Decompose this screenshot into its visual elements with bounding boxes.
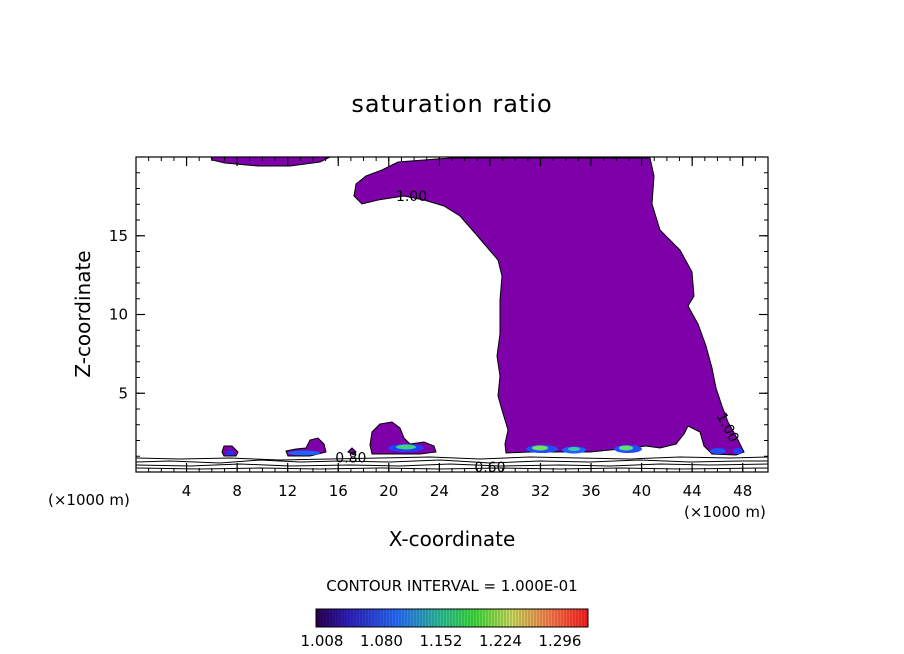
x-unit-right: (×1000 m) xyxy=(684,503,766,521)
core-green xyxy=(396,444,416,450)
colorbar-tick-label: 1.080 xyxy=(360,632,403,650)
x-tick-label: 44 xyxy=(683,482,702,500)
contour-label: 0.60 xyxy=(474,460,505,476)
contour-label: 1.00 xyxy=(396,189,427,205)
colorbar-tick-label: 1.296 xyxy=(539,632,582,650)
y-tick-label: 5 xyxy=(118,384,128,402)
x-tick-label: 20 xyxy=(379,482,398,500)
x-tick-label: 4 xyxy=(182,482,192,500)
x-unit-left: (×1000 m) xyxy=(48,491,130,509)
x-tick-label: 48 xyxy=(733,482,752,500)
contour-line xyxy=(135,459,768,464)
x-tick-label: 36 xyxy=(581,482,600,500)
x-tick-label: 32 xyxy=(531,482,550,500)
colorbar-tick-label: 1.224 xyxy=(479,632,522,650)
contour-interval-label: CONTOUR INTERVAL = 1.000E-01 xyxy=(326,577,577,595)
core-blue xyxy=(226,450,234,456)
x-tick-label: 16 xyxy=(329,482,348,500)
colorbar-tick-label: 1.152 xyxy=(420,632,463,650)
x-tick-label: 12 xyxy=(278,482,297,500)
core-green xyxy=(619,445,633,451)
surface-contours xyxy=(135,456,769,470)
core-blue xyxy=(288,450,320,456)
x-axis-label: X-coordinate xyxy=(389,527,516,551)
y-tick-label: 15 xyxy=(109,227,128,245)
contour-line xyxy=(135,467,769,470)
core-blue xyxy=(710,448,726,454)
contour-line xyxy=(135,463,769,467)
y-tick-label: 10 xyxy=(109,306,128,324)
core-green xyxy=(532,445,548,451)
colorbar-tick-labels: 1.008 1.080 1.152 1.224 1.296 xyxy=(301,632,582,650)
colorbar: 1.008 1.080 1.152 1.224 1.296 xyxy=(301,608,589,650)
core-blue xyxy=(733,448,743,454)
y-axis-label: Z-coordinate xyxy=(71,250,95,377)
core-green xyxy=(568,447,580,451)
x-tick-label: 40 xyxy=(632,482,651,500)
x-tick-label: 28 xyxy=(480,482,499,500)
colorbar-tick-label: 1.008 xyxy=(301,632,344,650)
x-tick-label: 8 xyxy=(232,482,242,500)
chart-title: saturation ratio xyxy=(351,90,552,118)
x-tick-label: 24 xyxy=(430,482,449,500)
contour-label: 0.80 xyxy=(335,451,366,467)
colorbar-hatching xyxy=(318,609,587,627)
supersaturation-fill xyxy=(210,156,745,457)
colorbar-gradient xyxy=(315,608,589,628)
cloud-cell-17km xyxy=(347,447,357,456)
contour-line xyxy=(135,456,769,461)
